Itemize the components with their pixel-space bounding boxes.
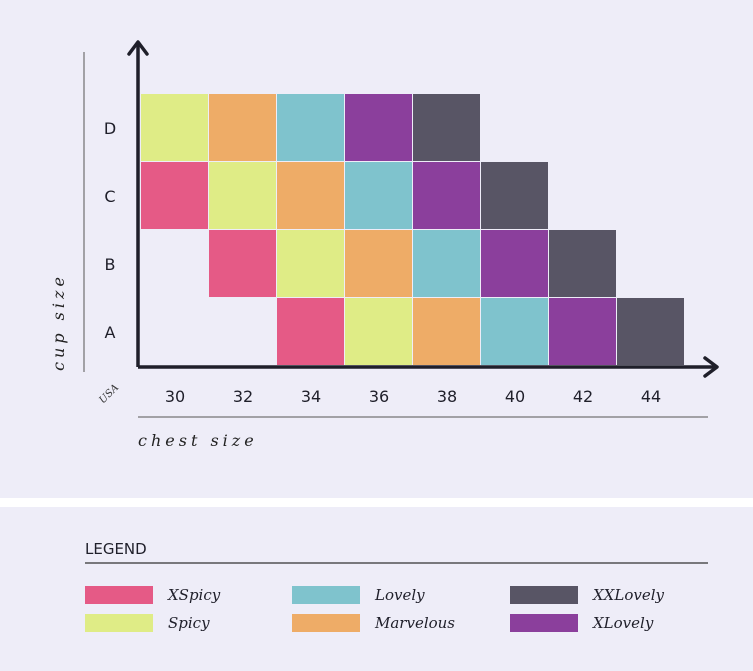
cell-C-38 <box>413 162 480 229</box>
cell-D-32 <box>209 94 276 161</box>
legend-label-xxlovely: XXLovely <box>592 586 664 604</box>
y-tick-B: B <box>105 255 116 274</box>
legend-swatch-spicy <box>85 614 153 632</box>
cell-B-38 <box>413 230 480 297</box>
legend-items: XSpicy Spicy Lovely Marvelous XXLovely XLovel… <box>85 586 664 632</box>
legend-swatch-xlovely <box>510 614 578 632</box>
cell-D-38 <box>413 94 480 161</box>
legend-swatch-xspicy <box>85 586 153 604</box>
y-axis-label: cup size <box>49 273 68 371</box>
cell-layer <box>141 94 684 365</box>
y-tick-C: C <box>104 187 115 206</box>
x-tick-36: 36 <box>369 387 389 406</box>
legend-swatch-lovely <box>292 586 360 604</box>
cell-D-30 <box>141 94 208 161</box>
cell-B-42 <box>549 230 616 297</box>
legend-label-spicy: Spicy <box>168 614 210 632</box>
legend-label-xlovely: XLovely <box>592 614 654 632</box>
cell-B-32 <box>209 230 276 297</box>
legend-swatch-xxlovely <box>510 586 578 604</box>
cell-C-40 <box>481 162 548 229</box>
x-unit-label: USA <box>97 382 121 406</box>
cell-A-34 <box>277 298 344 365</box>
cell-C-34 <box>277 162 344 229</box>
y-tick-labels: A B C D <box>104 119 116 342</box>
legend-label-marvelous: Marvelous <box>374 614 455 632</box>
cell-A-40 <box>481 298 548 365</box>
cell-B-36 <box>345 230 412 297</box>
x-tick-32: 32 <box>233 387 253 406</box>
cell-B-34 <box>277 230 344 297</box>
cell-D-34 <box>277 94 344 161</box>
cell-C-36 <box>345 162 412 229</box>
cell-A-44 <box>617 298 684 365</box>
cell-A-42 <box>549 298 616 365</box>
y-axis-arrow <box>127 40 149 56</box>
cell-C-30 <box>141 162 208 229</box>
x-tick-38: 38 <box>437 387 457 406</box>
x-tick-34: 34 <box>301 387 321 406</box>
x-axis-arrow <box>703 356 719 378</box>
x-tick-44: 44 <box>641 387 661 406</box>
x-tick-labels: 30 32 34 36 38 40 42 44 <box>165 387 661 406</box>
legend-title: LEGEND <box>85 540 147 558</box>
x-tick-42: 42 <box>573 387 593 406</box>
y-tick-A: A <box>105 323 116 342</box>
x-axis-label: chest size <box>138 431 258 450</box>
cell-B-40 <box>481 230 548 297</box>
y-tick-D: D <box>104 119 116 138</box>
x-tick-30: 30 <box>165 387 185 406</box>
cell-C-32 <box>209 162 276 229</box>
legend-swatch-marvelous <box>292 614 360 632</box>
cell-A-38 <box>413 298 480 365</box>
legend-label-xspicy: XSpicy <box>167 586 221 604</box>
cell-A-36 <box>345 298 412 365</box>
x-tick-40: 40 <box>505 387 525 406</box>
cell-D-36 <box>345 94 412 161</box>
legend-label-lovely: Lovely <box>374 586 425 604</box>
